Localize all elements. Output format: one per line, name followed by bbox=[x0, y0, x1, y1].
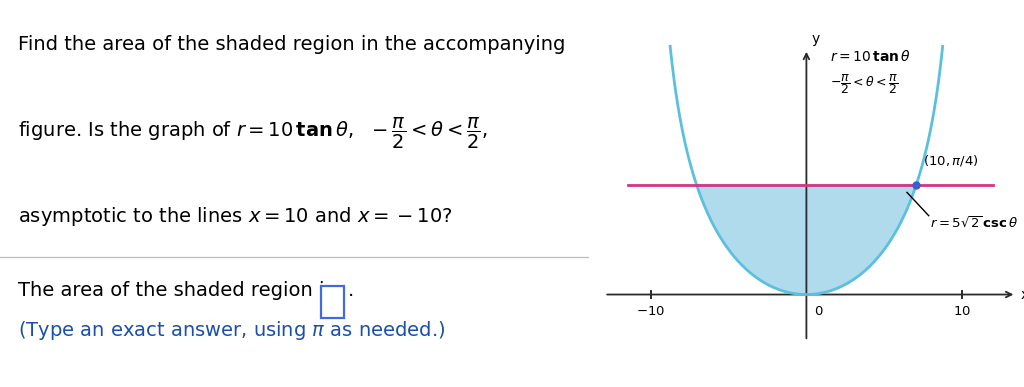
Text: $r{=}5\sqrt{2}\,\mathbf{csc}\,\theta$: $r{=}5\sqrt{2}\,\mathbf{csc}\,\theta$ bbox=[930, 216, 1018, 231]
Polygon shape bbox=[696, 185, 916, 295]
Text: The area of the shaded region is: The area of the shaded region is bbox=[17, 281, 334, 300]
Text: figure. Is the graph of $r=10\,\mathbf{tan}\,\theta,$$\;\;-\dfrac{\pi}{2}<\theta: figure. Is the graph of $r=10\,\mathbf{t… bbox=[17, 116, 487, 151]
Text: $-10$: $-10$ bbox=[637, 305, 666, 319]
Text: $10$: $10$ bbox=[953, 305, 971, 319]
Text: Find the area of the shaded region in the accompanying: Find the area of the shaded region in th… bbox=[17, 35, 565, 54]
Text: y: y bbox=[811, 32, 819, 46]
Text: $-\dfrac{\pi}{2}<\theta<\dfrac{\pi}{2}$: $-\dfrac{\pi}{2}<\theta<\dfrac{\pi}{2}$ bbox=[829, 72, 898, 96]
Text: .: . bbox=[348, 281, 354, 300]
Text: $0$: $0$ bbox=[814, 305, 823, 319]
Text: asymptotic to the lines $x=10$ and $x=-10?$: asymptotic to the lines $x=10$ and $x=-1… bbox=[17, 205, 453, 228]
Text: (Type an exact answer, using $\pi$ as needed.): (Type an exact answer, using $\pi$ as ne… bbox=[17, 319, 445, 342]
Bar bbox=[321, 286, 344, 318]
Text: $(10,\pi/4)$: $(10,\pi/4)$ bbox=[923, 152, 978, 168]
Text: x: x bbox=[1021, 288, 1024, 301]
Text: $r=10\,\mathbf{tan}\,\theta$: $r=10\,\mathbf{tan}\,\theta$ bbox=[829, 49, 910, 64]
